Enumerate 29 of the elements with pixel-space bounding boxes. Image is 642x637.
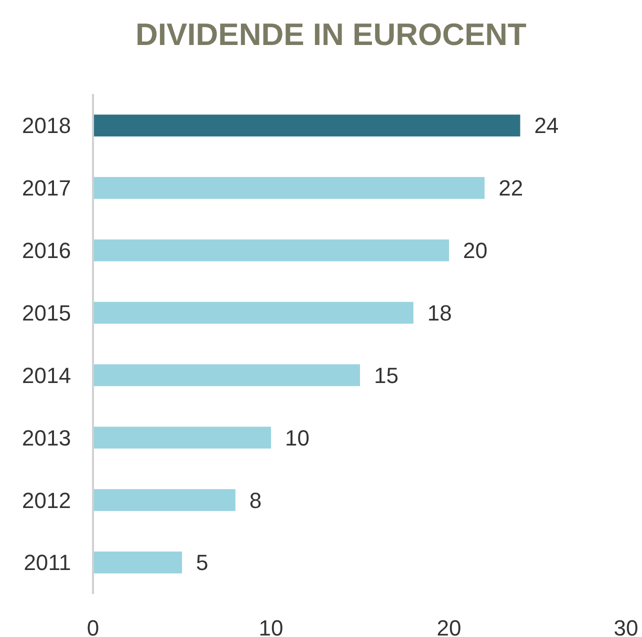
data-label: 20 bbox=[463, 238, 488, 264]
bar bbox=[93, 552, 182, 574]
y-tick-label: 2018 bbox=[22, 113, 71, 138]
x-tick-label: 20 bbox=[436, 616, 462, 637]
bar bbox=[93, 239, 449, 262]
y-tick-label: 2015 bbox=[22, 300, 71, 326]
data-label: 18 bbox=[427, 300, 452, 326]
x-tick-label: 10 bbox=[258, 616, 284, 637]
x-tick-label: 30 bbox=[614, 616, 638, 637]
data-label: 8 bbox=[249, 488, 262, 513]
bar bbox=[93, 426, 271, 449]
y-tick-label: 2014 bbox=[22, 362, 71, 388]
bar bbox=[93, 302, 414, 324]
data-label: 15 bbox=[374, 362, 398, 388]
data-label: 24 bbox=[534, 113, 559, 138]
bar bbox=[93, 489, 236, 511]
x-tick-label: 0 bbox=[86, 616, 100, 637]
data-label: 10 bbox=[285, 425, 310, 450]
data-label: 5 bbox=[196, 550, 208, 576]
y-tick-label: 2012 bbox=[22, 488, 71, 513]
bar bbox=[93, 177, 485, 199]
y-tick-label: 2011 bbox=[24, 550, 71, 576]
bar bbox=[93, 114, 520, 136]
y-tick-label: 2013 bbox=[22, 425, 71, 450]
y-tick-label: 2017 bbox=[22, 176, 71, 201]
bar bbox=[93, 364, 360, 386]
data-label: 22 bbox=[498, 176, 524, 201]
chart-title: DIVIDENDE IN EUROCENT bbox=[136, 16, 527, 52]
y-tick-label: 2016 bbox=[22, 238, 71, 264]
